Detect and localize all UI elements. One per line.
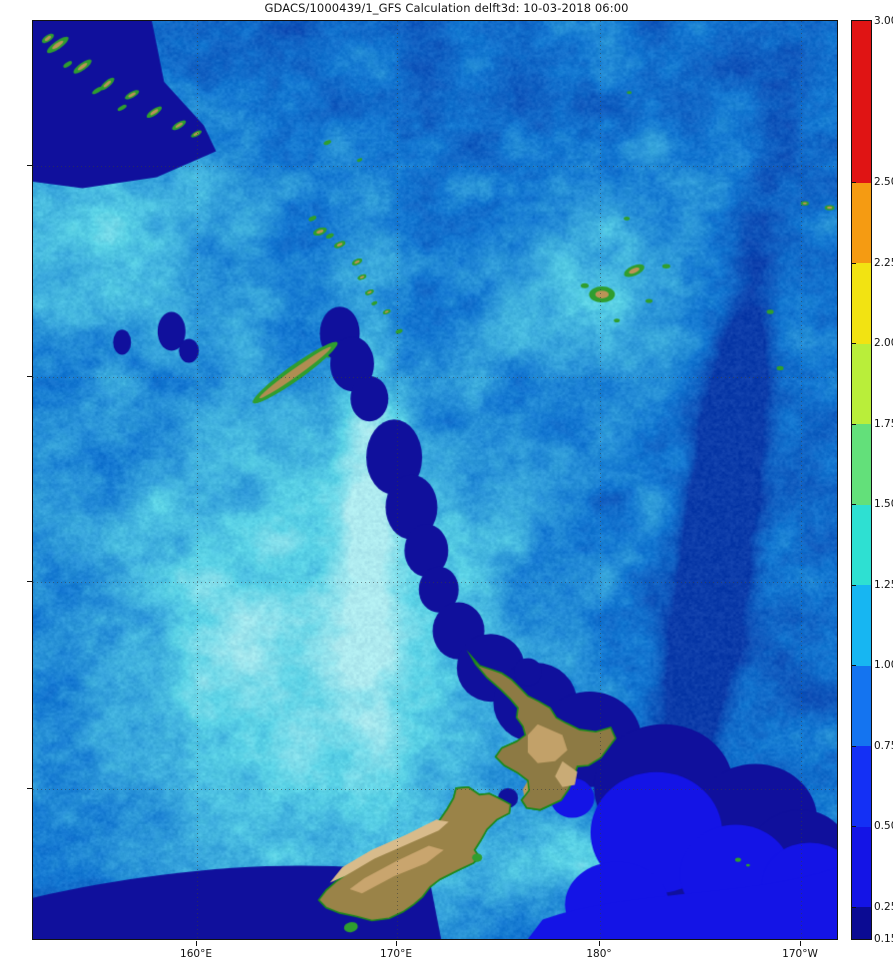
x-tick-mark-2: [599, 941, 600, 946]
figure-title: GDACS/1000439/1_GFS Calculation delft3d:…: [264, 1, 629, 15]
colorbar-tick-mark-1: [851, 182, 856, 184]
colorbar-tick-mark-6: [851, 584, 856, 586]
colorbar-tick-mark-2: [851, 262, 856, 264]
colorbar-band-10: [852, 21, 871, 183]
y-tick-mark-2: [27, 581, 32, 582]
colorbar-tick-mark-5: [851, 504, 856, 506]
x-tick-label-1: 170°E: [380, 948, 412, 960]
colorbar-tick-mark-3: [851, 343, 856, 345]
colorbar-tick-label-2: 2.25: [874, 256, 893, 269]
x-tick-mark-0: [196, 941, 197, 946]
colorbar-tick-label-3: 2.00: [874, 337, 893, 350]
colorbar-band-9: [852, 182, 871, 264]
colorbar-band-0: [852, 906, 871, 939]
y-tick-mark-1: [27, 376, 32, 377]
colorbar-band-5: [852, 504, 871, 586]
x-tick-label-0: 160°E: [180, 948, 212, 960]
colorbar-tick-mark-7: [851, 665, 856, 667]
x-tick-mark-3: [800, 941, 801, 946]
colorbar-tick-label-7: 1.00: [874, 659, 893, 672]
colorbar-tick-mark-4: [851, 423, 856, 425]
colorbar-band-1: [852, 826, 871, 908]
colorbar-band-4: [852, 584, 871, 666]
x-tick-label-2: 180°: [586, 948, 612, 960]
colorbar-band-2: [852, 745, 871, 827]
colorbar-tick-label-4: 1.75: [874, 417, 893, 430]
colorbar-tick-label-10: 0.25: [874, 900, 893, 913]
x-tick-mark-1: [396, 941, 397, 946]
map-raster: [33, 21, 837, 939]
colorbar-tick-label-6: 1.25: [874, 578, 893, 591]
y-tick-mark-3: [27, 788, 32, 789]
colorbar-tick-label-1: 2.50: [874, 176, 893, 189]
colorbar-tick-label-9: 0.50: [874, 820, 893, 833]
colorbar-tick-label-8: 0.75: [874, 739, 893, 752]
colorbar-band-8: [852, 262, 871, 344]
colorbar[interactable]: [851, 20, 872, 940]
colorbar-band-7: [852, 343, 871, 425]
colorbar-tick-label-11: 0.15: [874, 933, 893, 945]
colorbar-tick-label-5: 1.50: [874, 498, 893, 511]
colorbar-band-3: [852, 665, 871, 747]
x-tick-label-3: 170°W: [782, 948, 818, 960]
colorbar-tick-label-0: 3.00: [874, 15, 893, 27]
colorbar-band-6: [852, 423, 871, 505]
map-axes[interactable]: [32, 20, 838, 940]
colorbar-tick-mark-10: [851, 906, 856, 908]
colorbar-tick-mark-8: [851, 745, 856, 747]
colorbar-tick-mark-9: [851, 826, 856, 828]
y-tick-mark-0: [27, 165, 32, 166]
